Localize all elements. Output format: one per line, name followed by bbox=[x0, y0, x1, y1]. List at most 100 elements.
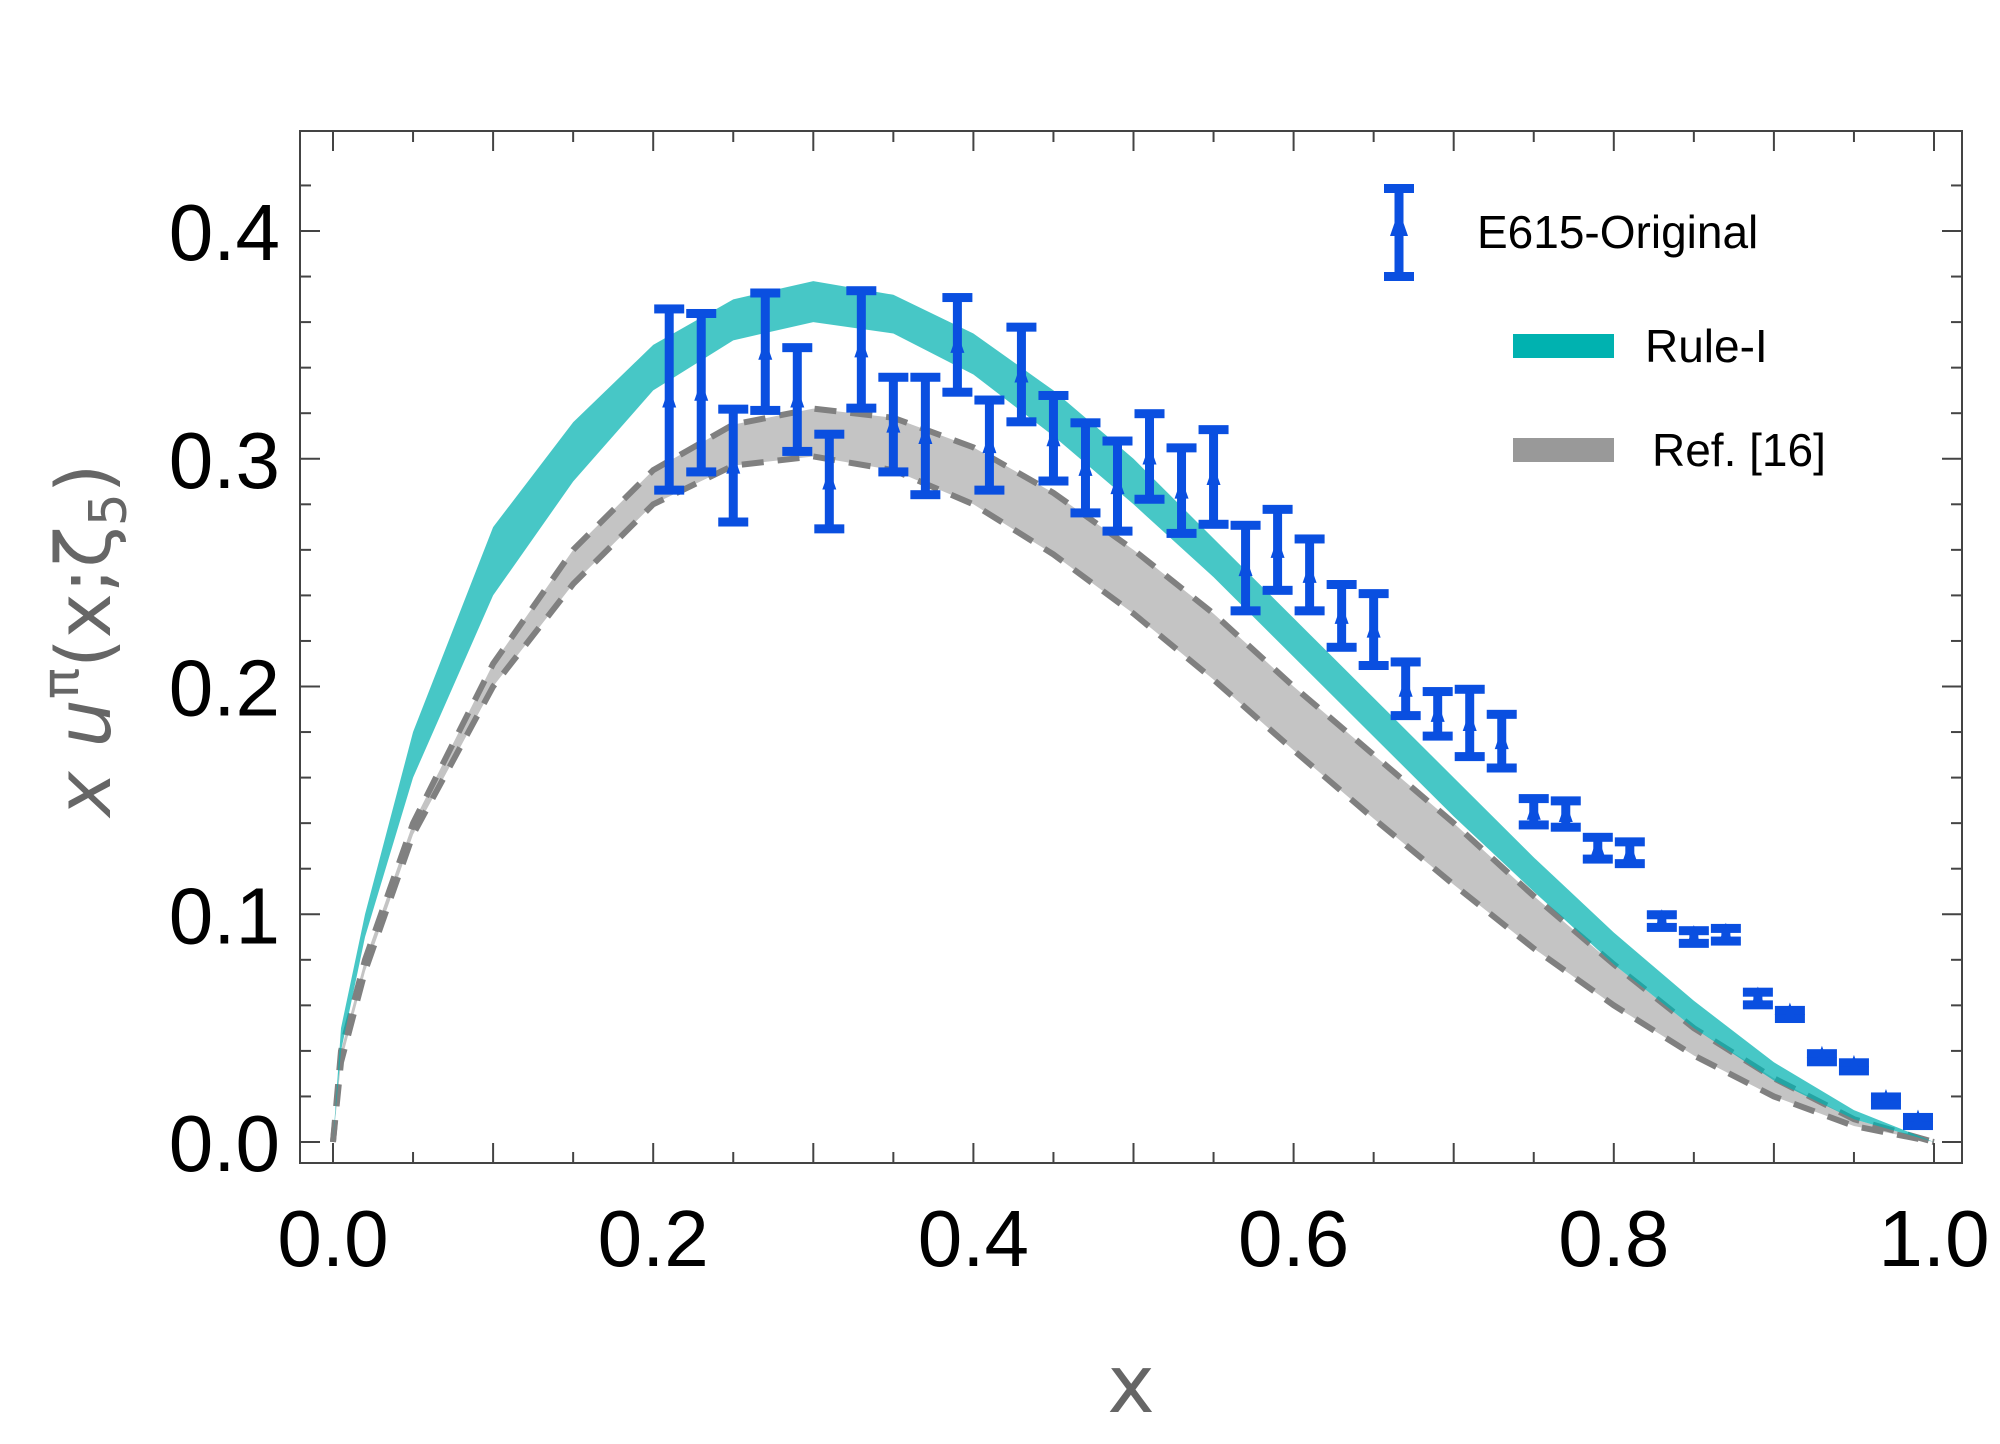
error-bar-cap-bottom bbox=[686, 467, 717, 477]
data-point bbox=[814, 429, 845, 534]
y-tick-label: 0.2 bbox=[169, 644, 280, 733]
data-point bbox=[1486, 709, 1517, 773]
data-marker-triangle bbox=[1366, 617, 1381, 638]
data-point bbox=[1070, 418, 1101, 518]
data-point bbox=[910, 372, 941, 500]
legend-errorbar-icon bbox=[1384, 184, 1414, 281]
error-bar-cap-top bbox=[1070, 418, 1101, 428]
data-point bbox=[686, 308, 717, 477]
error-bar-cap-top bbox=[1550, 796, 1581, 806]
x-tick-label: 0.6 bbox=[1238, 1194, 1349, 1283]
error-bar-cap-top bbox=[1422, 687, 1453, 697]
error-bar-cap-bottom bbox=[910, 490, 941, 500]
error-bar-cap-bottom bbox=[1582, 854, 1613, 864]
x-tick-label: 0.2 bbox=[598, 1194, 709, 1283]
data-point bbox=[1198, 425, 1229, 529]
data-marker-triangle bbox=[1462, 710, 1477, 731]
data-point bbox=[1422, 687, 1453, 741]
data-marker-triangle bbox=[1750, 986, 1765, 1007]
data-marker-triangle bbox=[1078, 455, 1093, 476]
data-point bbox=[1166, 443, 1197, 538]
error-bar-cap-top bbox=[846, 286, 877, 296]
ticks-layer bbox=[300, 131, 1962, 1163]
bands-layer bbox=[330, 281, 1935, 1145]
error-bar-cap-bottom bbox=[1486, 763, 1517, 773]
data-point bbox=[846, 286, 877, 413]
error-bar-cap-top bbox=[1198, 425, 1229, 435]
error-bar-cap-bottom bbox=[1422, 731, 1453, 741]
legend-label-e615: E615-Original bbox=[1477, 206, 1758, 258]
error-bar-cap-top bbox=[718, 404, 749, 414]
data-point bbox=[654, 304, 685, 495]
error-bar-cap-bottom bbox=[1454, 752, 1485, 762]
data-marker-triangle bbox=[1334, 603, 1349, 624]
data-marker-triangle bbox=[822, 469, 837, 490]
data-marker-triangle bbox=[982, 433, 997, 454]
legend-swatch-rule-i bbox=[1513, 334, 1614, 358]
error-bar-cap-top bbox=[1326, 580, 1357, 590]
error-bar-cap-bottom bbox=[1262, 585, 1293, 595]
tick-labels-layer: 0.0 0.2 0.4 0.6 0.8 1.0 0.0 0.1 0.2 0.3 0.4 bbox=[169, 188, 1990, 1283]
y-tick-label: 0.0 bbox=[169, 1099, 280, 1188]
data-marker-triangle bbox=[1046, 426, 1061, 447]
error-bar-cap-top bbox=[942, 293, 973, 303]
data-point bbox=[1614, 837, 1645, 869]
data-marker-triangle bbox=[726, 453, 741, 474]
data-marker-triangle bbox=[662, 387, 677, 408]
data-point bbox=[1454, 684, 1485, 762]
x-tick-label: 1.0 bbox=[1878, 1194, 1989, 1283]
data-point bbox=[718, 404, 749, 527]
data-point bbox=[1262, 504, 1293, 595]
x-axis-title: x bbox=[1107, 1338, 1154, 1431]
data-point bbox=[1902, 1109, 1933, 1131]
band-rule-i bbox=[333, 281, 1934, 1143]
data-marker-triangle bbox=[694, 380, 709, 401]
data-point bbox=[942, 293, 973, 397]
error-bar-cap-top bbox=[1262, 504, 1293, 514]
error-bar-cap-bottom bbox=[814, 524, 845, 534]
error-bar-cap-top bbox=[910, 372, 941, 382]
data-marker-triangle bbox=[1814, 1045, 1829, 1066]
data-point bbox=[1646, 909, 1677, 932]
data-marker-triangle bbox=[1846, 1054, 1861, 1075]
error-bar-cap-bottom bbox=[750, 405, 781, 415]
data-point bbox=[1518, 794, 1549, 830]
error-bar-cap-top bbox=[1390, 657, 1421, 667]
error-bar-cap-bottom bbox=[1102, 526, 1133, 536]
data-marker-triangle bbox=[1494, 729, 1509, 750]
data-marker-triangle bbox=[1558, 802, 1573, 823]
legend-label-ref16: Ref. [16] bbox=[1652, 424, 1826, 476]
data-point bbox=[1358, 589, 1389, 671]
data-point bbox=[1326, 580, 1357, 652]
error-bar-cap-bottom bbox=[1006, 417, 1037, 427]
error-bar-cap-top bbox=[654, 304, 685, 314]
data-marker-triangle bbox=[854, 337, 869, 358]
data-point bbox=[1710, 922, 1741, 946]
data-point bbox=[1102, 436, 1133, 536]
data-marker-triangle bbox=[1526, 799, 1541, 820]
error-bar-cap-top bbox=[1486, 709, 1517, 719]
error-bar-cap-top bbox=[750, 288, 781, 298]
data-point bbox=[1550, 796, 1581, 832]
data-point bbox=[1678, 925, 1709, 948]
data-marker-triangle bbox=[790, 387, 805, 408]
error-bar-cap-bottom bbox=[1134, 494, 1165, 504]
data-marker-triangle bbox=[918, 423, 933, 444]
data-marker-triangle bbox=[1398, 676, 1413, 697]
error-bar-cap-top bbox=[1006, 322, 1037, 332]
data-point bbox=[1294, 534, 1325, 616]
data-marker-triangle bbox=[1014, 362, 1029, 383]
error-bar-cap-top bbox=[1358, 589, 1389, 599]
data-point bbox=[878, 372, 909, 477]
error-bar-cap-bottom bbox=[1550, 822, 1581, 832]
data-marker-triangle bbox=[1590, 836, 1605, 857]
band-ref16-lower-dashed-line bbox=[330, 453, 1935, 1145]
error-bar-cap-top bbox=[1102, 436, 1133, 446]
data-point bbox=[1390, 657, 1421, 721]
y-title-pre: x u bbox=[39, 699, 128, 818]
y-tick-label: 0.3 bbox=[169, 416, 280, 505]
error-bar-cap-bottom bbox=[1518, 820, 1549, 830]
data-point bbox=[1774, 1002, 1805, 1024]
error-bar-cap-bottom bbox=[1358, 661, 1389, 671]
